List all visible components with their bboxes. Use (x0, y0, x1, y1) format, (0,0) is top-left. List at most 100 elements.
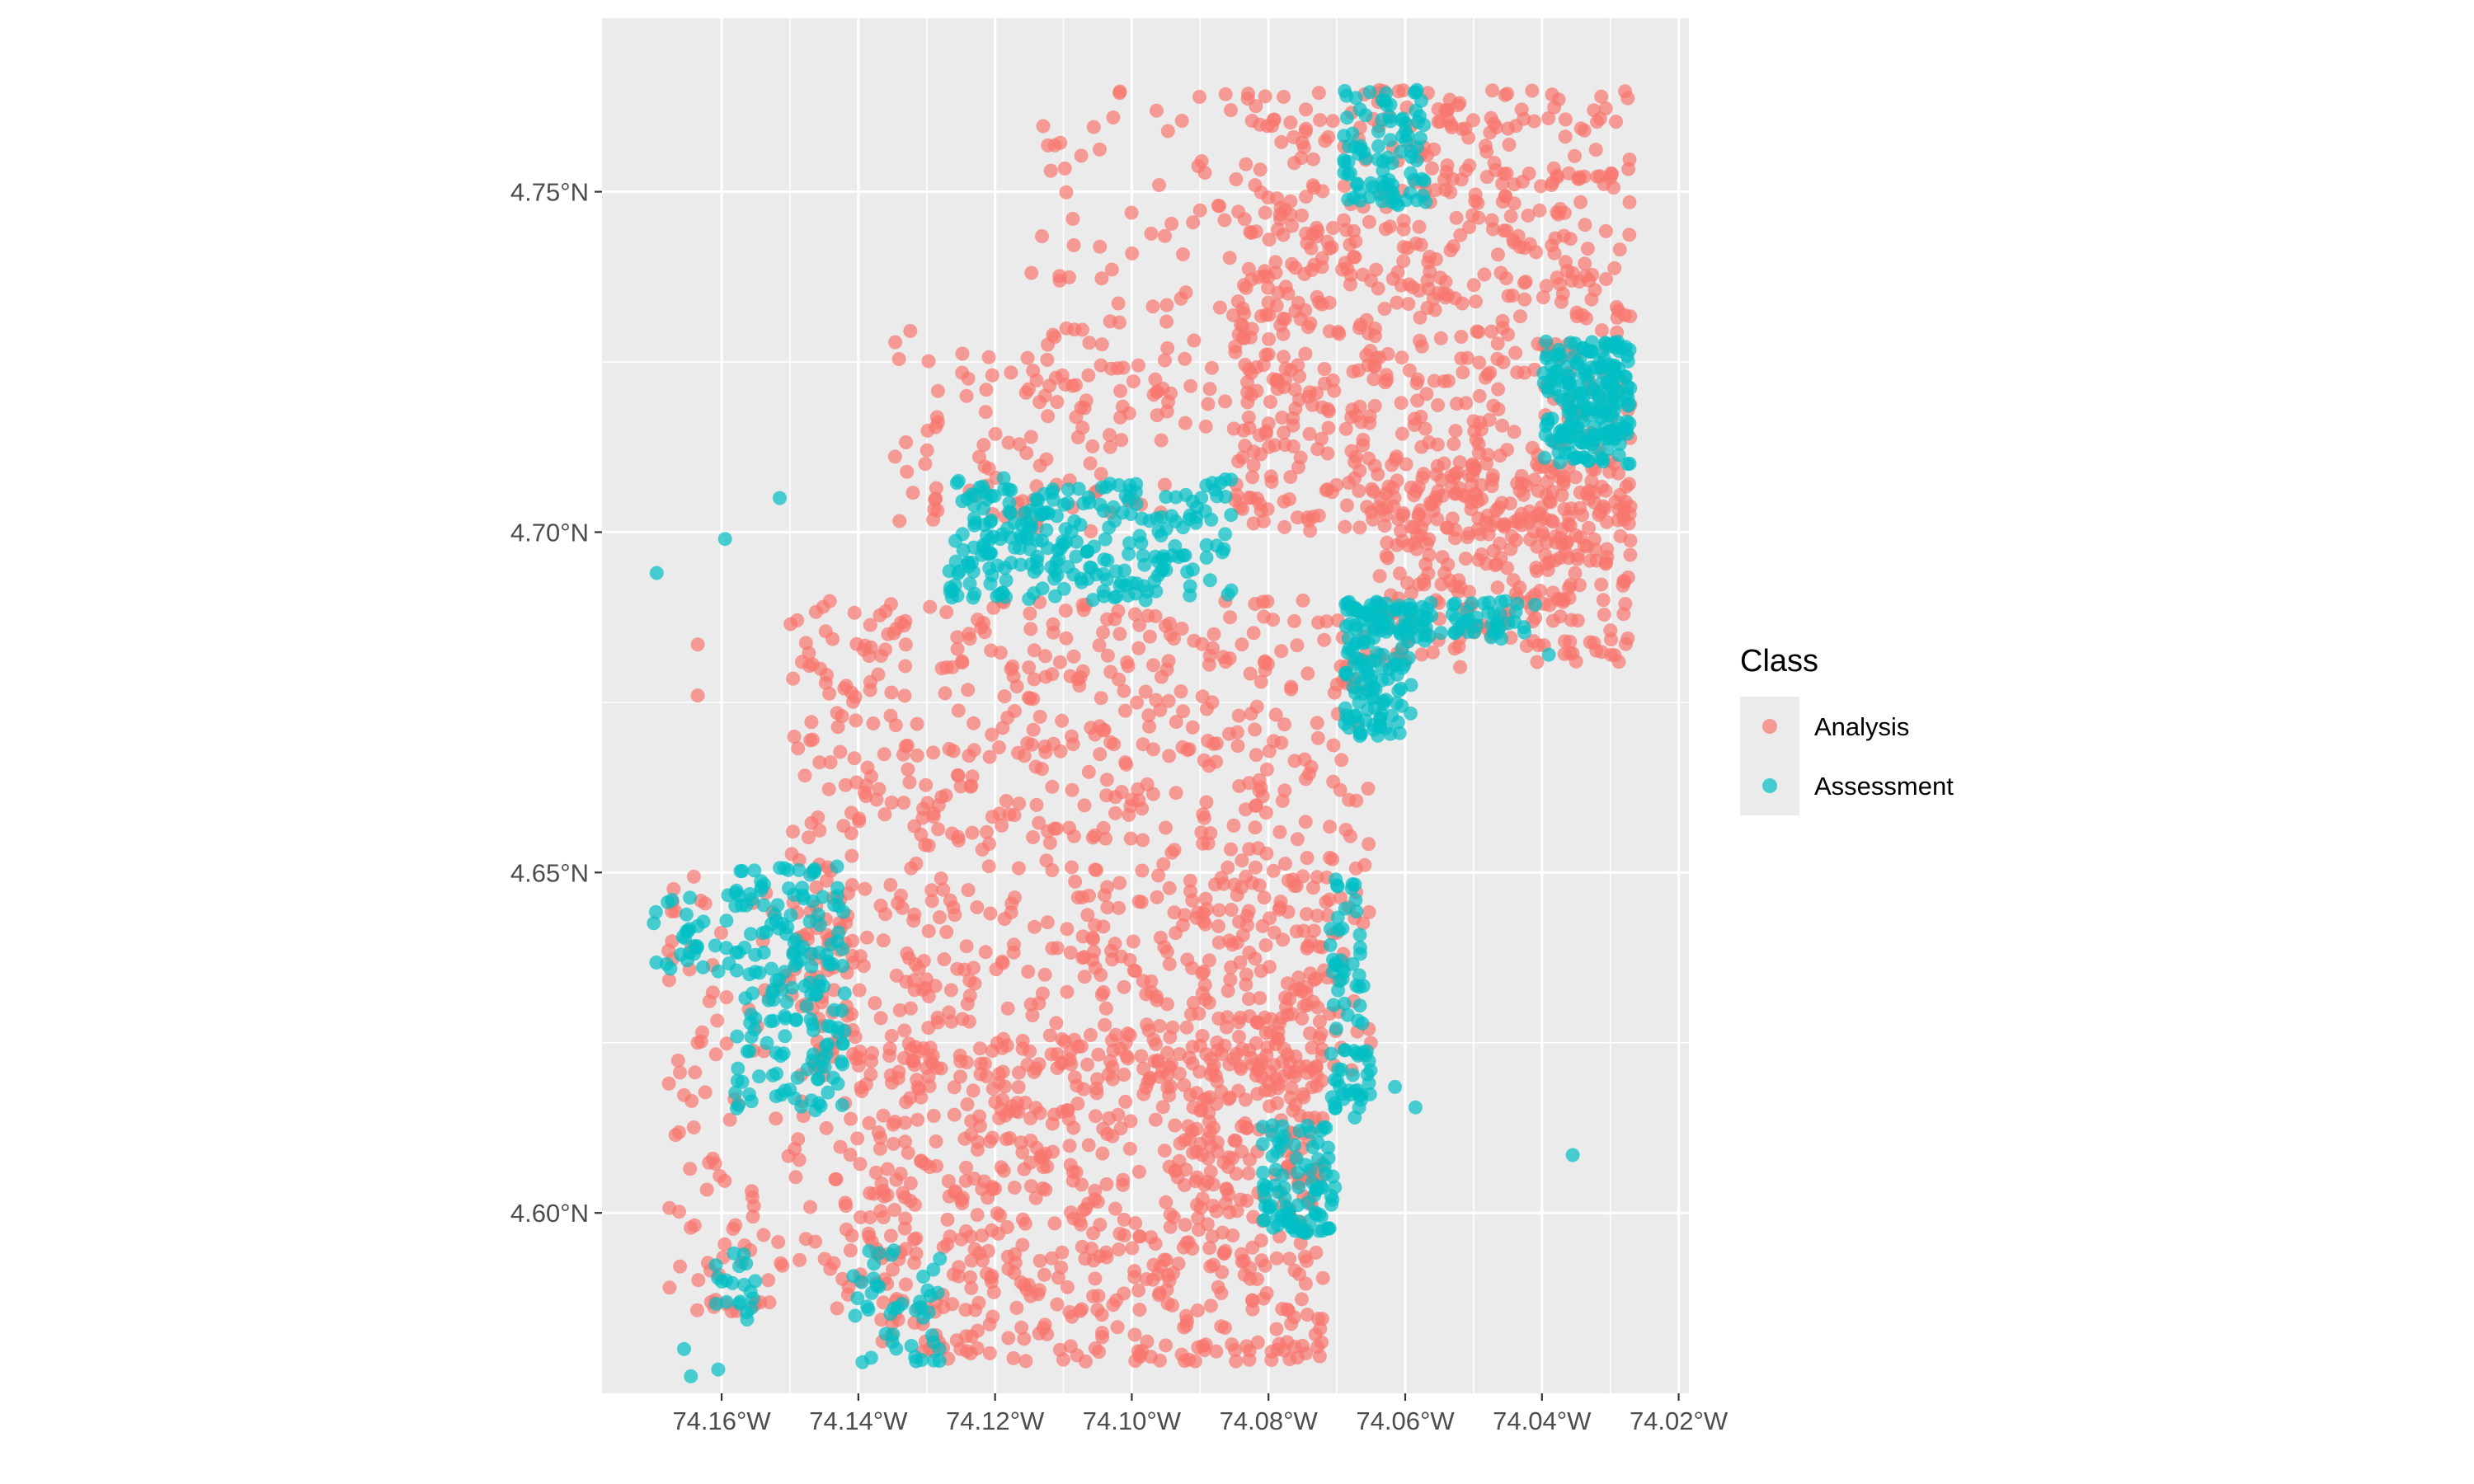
data-point-analysis (1157, 1252, 1172, 1267)
data-point-analysis (1274, 735, 1289, 750)
data-point-analysis (1299, 190, 1314, 204)
data-point-assessment (1258, 1199, 1272, 1214)
data-point-analysis (1311, 86, 1326, 101)
data-point-analysis (1210, 1043, 1225, 1058)
data-point-assessment (848, 1308, 863, 1323)
data-point-assessment (744, 1030, 759, 1045)
data-point-analysis (1478, 139, 1493, 153)
data-point-analysis (1352, 484, 1366, 498)
data-point-analysis (1611, 655, 1626, 669)
data-point-analysis (1161, 654, 1176, 669)
data-point-analysis (1199, 702, 1214, 716)
data-point-analysis (1352, 399, 1367, 414)
data-point-analysis (1015, 1212, 1030, 1227)
data-point-analysis (1092, 638, 1107, 653)
data-point-assessment (754, 874, 769, 889)
data-point-analysis (1570, 613, 1585, 628)
data-point-analysis (955, 654, 969, 669)
legend-key-assessment (1762, 778, 1777, 793)
data-point-analysis (1194, 154, 1209, 168)
data-point-assessment (1178, 548, 1192, 563)
data-point-analysis (1298, 815, 1313, 829)
data-point-analysis (690, 1303, 704, 1317)
data-point-analysis (1105, 1129, 1120, 1144)
data-point-assessment (1324, 1197, 1338, 1212)
data-point-analysis (1055, 713, 1070, 728)
data-point-analysis (924, 894, 939, 909)
data-point-analysis (1229, 1167, 1244, 1181)
data-point-analysis (1256, 1291, 1271, 1306)
data-point-analysis (985, 368, 999, 383)
data-point-analysis (1232, 779, 1247, 793)
data-point-analysis (1320, 446, 1335, 461)
data-point-analysis (1292, 981, 1307, 996)
data-point-assessment (1404, 706, 1418, 721)
data-point-analysis (1021, 965, 1036, 979)
data-point-assessment (1323, 937, 1338, 952)
data-point-assessment (1342, 139, 1356, 153)
data-point-analysis (1491, 247, 1505, 262)
data-point-analysis (1351, 363, 1366, 378)
data-point-analysis (1259, 308, 1273, 322)
data-point-analysis (1229, 1354, 1244, 1369)
data-point-assessment (831, 899, 846, 913)
data-point-analysis (1309, 1060, 1324, 1075)
data-point-analysis (1125, 246, 1140, 261)
data-point-analysis (1196, 807, 1211, 822)
data-point-analysis (1229, 1046, 1244, 1061)
data-point-assessment (1593, 376, 1608, 391)
data-point-analysis (1366, 359, 1381, 373)
data-point-analysis (1062, 270, 1076, 284)
data-point-assessment (1093, 497, 1108, 512)
data-point-analysis (886, 1117, 901, 1132)
data-point-analysis (1068, 874, 1083, 889)
data-point-analysis (946, 900, 961, 915)
data-point-assessment (811, 946, 826, 960)
data-point-analysis (1117, 1286, 1131, 1301)
data-point-analysis (1466, 278, 1481, 293)
data-point-analysis (899, 1095, 914, 1110)
data-point-analysis (1558, 129, 1573, 144)
data-point-analysis (1055, 368, 1070, 383)
data-point-assessment (1329, 1021, 1343, 1036)
data-point-analysis (1112, 1242, 1126, 1256)
data-point-analysis (1594, 480, 1609, 494)
data-point-analysis (899, 1277, 913, 1292)
data-point-analysis (1098, 831, 1113, 846)
data-point-analysis (1290, 638, 1305, 653)
data-point-analysis (1040, 1327, 1055, 1341)
data-point-analysis (993, 646, 1008, 660)
data-point-analysis (1151, 868, 1166, 883)
data-point-analysis (1395, 508, 1410, 523)
data-point-analysis (1276, 326, 1291, 341)
y-tick-label: 4.65°N (510, 858, 589, 887)
data-point-analysis (1149, 693, 1164, 707)
data-point-analysis (1352, 520, 1367, 535)
data-point-analysis (1333, 782, 1348, 797)
data-point-analysis (1453, 660, 1468, 674)
data-point-assessment (1265, 1148, 1280, 1163)
data-point-analysis (1441, 288, 1456, 303)
data-point-analysis (1032, 1106, 1047, 1120)
data-point-assessment (1291, 1180, 1306, 1195)
data-point-assessment (1489, 618, 1504, 632)
data-point-assessment (748, 1274, 763, 1289)
data-point-analysis (1409, 484, 1423, 499)
data-point-analysis (1530, 564, 1544, 579)
data-point-analysis (1519, 639, 1534, 653)
data-point-analysis (1278, 1000, 1293, 1014)
data-point-analysis (1618, 84, 1633, 99)
data-point-analysis (1281, 1303, 1296, 1318)
data-point-analysis (1578, 218, 1592, 232)
data-point-analysis (1222, 251, 1237, 265)
data-point-analysis (1081, 764, 1096, 779)
data-point-analysis (929, 420, 943, 434)
data-point-analysis (843, 1243, 858, 1258)
data-point-assessment (1366, 680, 1381, 695)
data-point-analysis (1116, 1172, 1131, 1187)
data-point-assessment (887, 1301, 901, 1316)
data-point-assessment (1183, 579, 1197, 594)
data-point-analysis (889, 1172, 904, 1187)
data-point-analysis (1160, 1080, 1175, 1095)
data-point-analysis (873, 1011, 888, 1026)
